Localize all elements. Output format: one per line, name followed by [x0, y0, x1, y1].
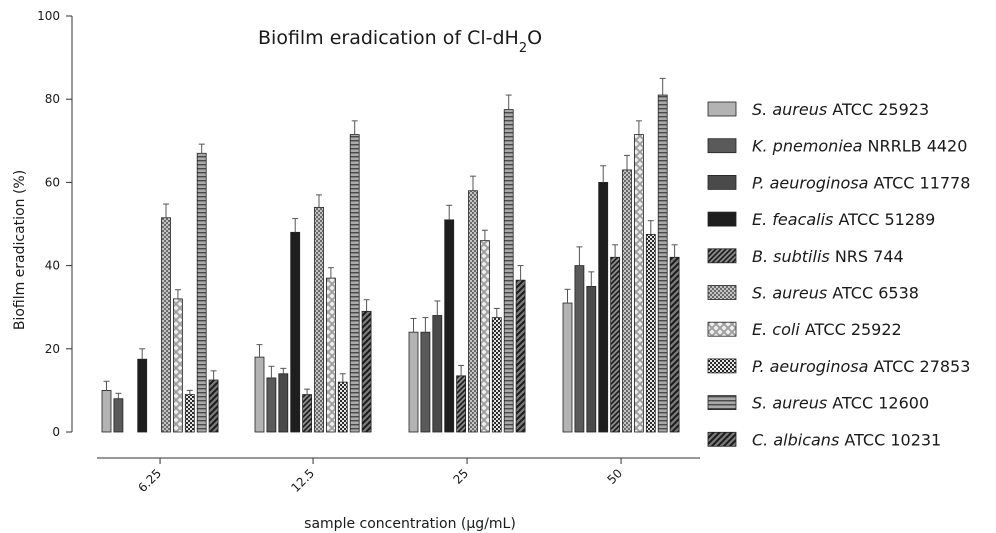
legend-label: P. aeuroginosa ATCC 27853 [752, 357, 970, 376]
bar [670, 257, 679, 432]
y-tick-label: 40 [45, 259, 60, 273]
legend-label: S. aureus ATCC 12600 [752, 394, 929, 413]
y-tick-label: 80 [45, 92, 60, 106]
bar [279, 374, 288, 432]
legend-swatch [708, 432, 736, 446]
bar [338, 382, 347, 432]
chart-title-main: Biofilm eradication of Cl-dH [258, 27, 519, 49]
bar [445, 220, 454, 432]
legend-swatch [708, 212, 736, 226]
x-tick-label: 12.5 [288, 466, 317, 495]
x-tick-label: 25 [450, 466, 471, 487]
legend-swatch [708, 249, 736, 263]
bar [362, 311, 371, 432]
bar [350, 135, 359, 432]
bar [504, 110, 513, 432]
chart-title: Biofilm eradication of Cl-dH2O [258, 27, 542, 56]
bar [646, 234, 655, 432]
bar [575, 266, 584, 432]
bar [255, 357, 264, 432]
bar [409, 332, 418, 432]
legend-swatch [708, 359, 736, 373]
bar [611, 257, 620, 432]
bar [516, 280, 525, 432]
bar [197, 153, 206, 432]
bar [658, 95, 667, 432]
legend-swatch [708, 175, 736, 189]
x-tick-label: 50 [604, 466, 625, 487]
bar [480, 241, 489, 432]
legend-label: S. aureus ATCC 6538 [752, 284, 919, 303]
bar [433, 316, 442, 432]
bar [563, 303, 572, 432]
bar [138, 359, 147, 432]
bar [315, 207, 324, 432]
bar [303, 395, 312, 432]
bar [114, 399, 123, 432]
bar [587, 286, 596, 432]
legend-label: P. aeuroginosa ATCC 11778 [752, 173, 970, 192]
bar [421, 332, 430, 432]
bar [291, 232, 300, 432]
legend-swatch [708, 322, 736, 336]
legend-swatch [708, 139, 736, 153]
bar [326, 278, 335, 432]
bar [469, 191, 478, 432]
legend-label: B. subtilis NRS 744 [752, 247, 904, 266]
bar [173, 299, 182, 432]
bar [634, 135, 643, 432]
legend-label: E. feacalis ATCC 51289 [752, 210, 935, 229]
y-tick-label: 0 [52, 425, 60, 439]
y-tick-label: 100 [37, 9, 60, 23]
plot-area: 0 20 40 60 80 100 6.25 12.5 25 50 [37, 9, 700, 495]
y-tick-label: 60 [45, 175, 60, 189]
bar [267, 378, 276, 432]
legend-swatch [708, 396, 736, 410]
legend-label: S. aureus ATCC 25923 [752, 100, 929, 119]
y-axis-title: Biofilm eradication (%) [12, 170, 28, 330]
chart-title-subscript: 2 [519, 41, 527, 56]
legend-label: K. pnemoniea NRRLB 4420 [752, 137, 967, 156]
bar [162, 218, 171, 432]
chart-title-tail: O [527, 27, 542, 49]
bar [492, 318, 501, 432]
legend-swatch [708, 102, 736, 116]
legend-label: C. albicans ATCC 10231 [752, 430, 941, 449]
bar [102, 390, 111, 432]
bar [623, 170, 632, 432]
bar [457, 376, 466, 432]
bar [185, 395, 194, 432]
x-tick-label: 6.25 [135, 466, 164, 495]
bar [209, 380, 218, 432]
legend: S. aureus ATCC 25923 K. pnemoniea NRRLB 4… [708, 100, 970, 449]
bar [599, 182, 608, 432]
legend-swatch [708, 286, 736, 300]
x-axis-title: sample concentration (µg/mL) [304, 516, 516, 532]
legend-label: E. coli ATCC 25922 [752, 320, 902, 339]
y-tick-label: 20 [45, 342, 60, 356]
